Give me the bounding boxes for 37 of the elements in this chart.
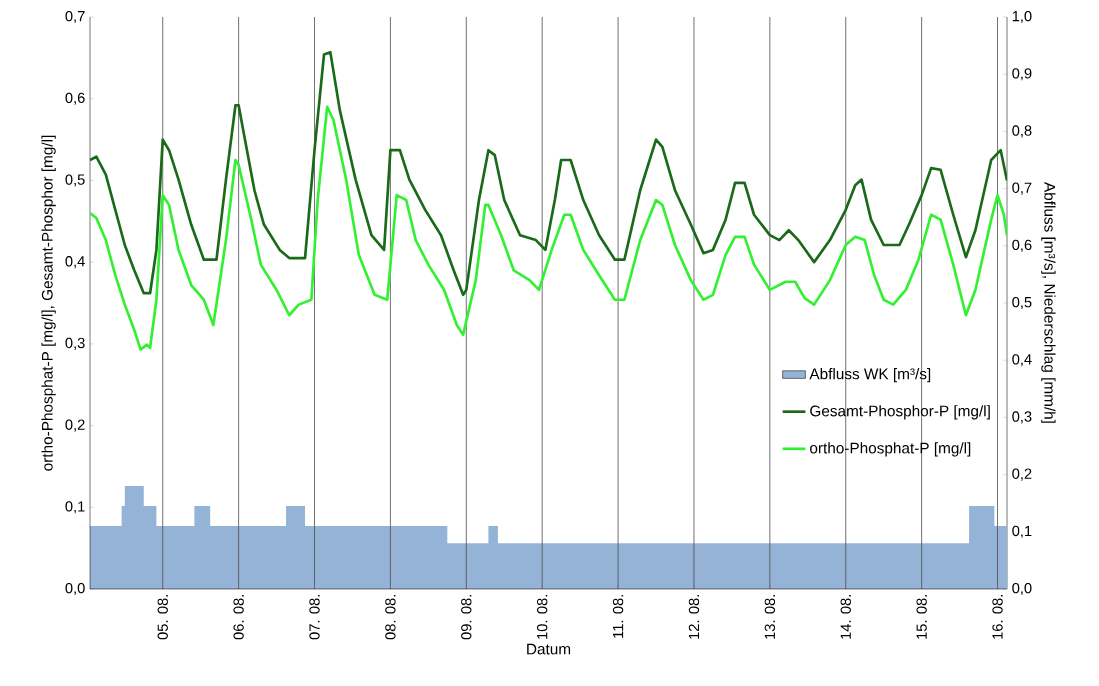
y-tick-label: 0,5 — [65, 174, 85, 187]
y-tick-label: 0,3 — [65, 337, 85, 350]
y2-tick-label: 0,6 — [1012, 239, 1032, 252]
y-axis-title: ortho-Phosphat-P [mg/l], Gesamt-Phosphor [mg/l] — [41, 135, 56, 471]
x-tick-label: 12. 08. — [688, 595, 700, 639]
y2-tick-label: 0,2 — [1012, 468, 1032, 481]
y2-tick-label: 0,0 — [1012, 582, 1032, 596]
y2-tick-label: 0,8 — [1012, 125, 1032, 138]
y-tick-label: 0,1 — [65, 501, 85, 514]
x-tick-label: 15. 08. — [916, 595, 927, 639]
x-tick-label: 08. 08. — [385, 595, 396, 640]
x-tick-label: 14. 08. — [840, 595, 851, 639]
y2-axis-title: Abfluss [m³/s], Niederschlag [mm/h] — [1041, 182, 1056, 423]
x-tick-label: 06. 08. — [233, 595, 244, 640]
x-tick-label: 05. 08. — [157, 595, 168, 640]
x-tick-label: 09. 08. — [461, 595, 472, 640]
y2-tick-label: 0,1 — [1012, 525, 1032, 538]
x-tick-label: 10. 08. — [537, 595, 548, 639]
x-axis-title: Datum — [527, 643, 571, 655]
y-tick-label: 0,4 — [65, 256, 85, 269]
x-tick-label: 07. 08. — [309, 595, 320, 640]
legend-label: Abfluss WK [m³/s] — [809, 368, 931, 383]
y2-tick-label: 0,3 — [1012, 411, 1032, 424]
y-tick-label: 0,0 — [65, 582, 85, 596]
y2-tick-label: 0,7 — [1012, 182, 1032, 195]
y2-tick-label: 0,4 — [1012, 354, 1032, 367]
y-tick-label: 0,7 — [65, 10, 85, 24]
legend-label: ortho-Phosphat-P [mg/l] — [810, 442, 971, 457]
y2-tick-label: 0,5 — [1012, 296, 1032, 310]
x-tick-label: 16. 08. — [992, 595, 1003, 639]
legend-label: Gesamt-Phosphor-P [mg/l] — [810, 405, 990, 420]
x-tick-label: 11. 08. — [612, 595, 624, 638]
y-tick-label: 0,6 — [65, 92, 85, 105]
x-tick-label: 13. 08. — [764, 595, 776, 639]
y2-tick-label: 1,0 — [1012, 10, 1032, 24]
y-tick-label: 0,2 — [65, 419, 85, 432]
y2-tick-label: 0,9 — [1012, 68, 1032, 81]
